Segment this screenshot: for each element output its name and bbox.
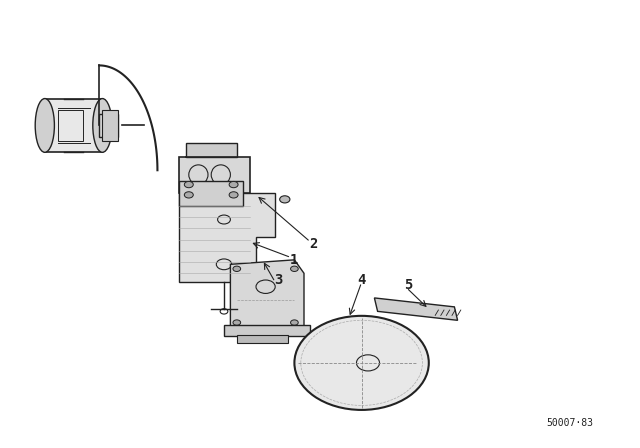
Text: 5: 5 xyxy=(404,278,413,293)
Circle shape xyxy=(291,266,298,271)
Text: 2: 2 xyxy=(309,237,318,251)
Polygon shape xyxy=(374,298,458,320)
Circle shape xyxy=(291,320,298,325)
Text: 3: 3 xyxy=(274,273,283,287)
Circle shape xyxy=(229,192,238,198)
Polygon shape xyxy=(179,193,275,282)
Circle shape xyxy=(233,320,241,325)
Circle shape xyxy=(280,196,290,203)
Circle shape xyxy=(184,192,193,198)
Text: 4: 4 xyxy=(357,273,366,287)
Text: 1: 1 xyxy=(290,253,299,267)
Bar xyxy=(237,335,288,343)
Polygon shape xyxy=(230,260,304,327)
Ellipse shape xyxy=(93,99,112,152)
Text: 50007·83: 50007·83 xyxy=(546,418,593,428)
Bar xyxy=(58,110,83,141)
Circle shape xyxy=(233,266,241,271)
Bar xyxy=(224,325,310,336)
Circle shape xyxy=(294,316,429,410)
Bar xyxy=(45,99,102,152)
Circle shape xyxy=(184,181,193,188)
Bar xyxy=(179,181,243,206)
Bar xyxy=(99,114,118,137)
Circle shape xyxy=(229,181,238,188)
Bar xyxy=(186,143,237,157)
Bar xyxy=(179,157,250,193)
Bar xyxy=(102,110,118,141)
Ellipse shape xyxy=(35,99,54,152)
